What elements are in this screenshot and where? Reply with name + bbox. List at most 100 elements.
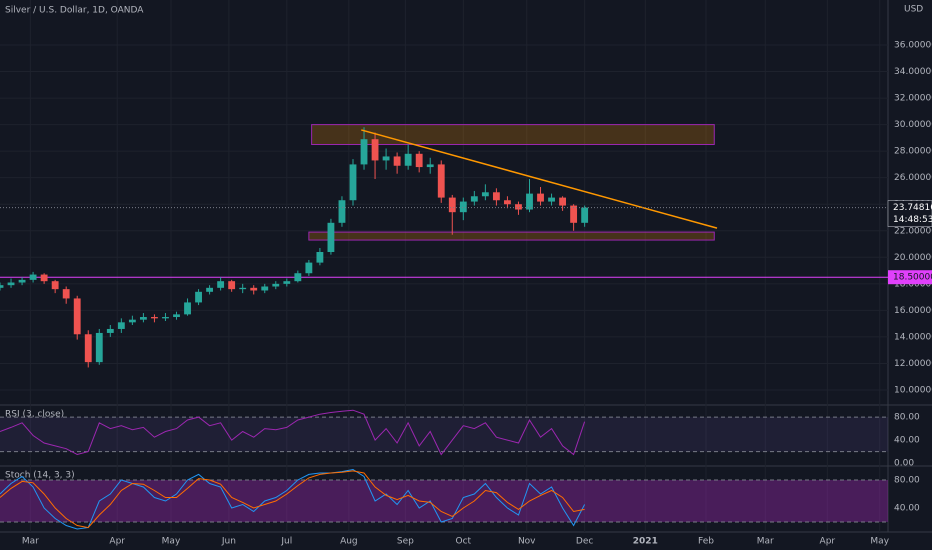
indicator-band: [0, 479, 888, 522]
candle-body: [195, 291, 202, 303]
candle-body: [0, 285, 4, 288]
x-tick-label: Dec: [576, 537, 593, 547]
candle-body: [504, 200, 511, 205]
candle-body: [84, 334, 92, 363]
candle-body: [537, 193, 544, 202]
x-tick-label: Aug: [340, 537, 358, 547]
hline-price-label: 18.50000: [893, 273, 932, 283]
candle-body: [338, 200, 346, 223]
x-tick-label: Apr: [109, 537, 125, 547]
y-tick-label: 18.00000: [894, 279, 932, 289]
candle-body: [382, 156, 390, 161]
candle-body: [228, 281, 236, 290]
y-tick-label: 36.00000: [894, 40, 932, 50]
y-tick-label: 10.00000: [894, 386, 932, 396]
candle-body: [559, 197, 567, 206]
indicator-title: RSI (3, close): [5, 410, 64, 420]
candle-body: [570, 205, 578, 223]
candle-body: [404, 153, 412, 166]
y-tick-label: 16.00000: [894, 306, 932, 316]
x-tick-label: Jun: [221, 537, 236, 547]
x-tick-label: May: [870, 537, 889, 547]
x-tick-label: Jul: [280, 537, 292, 547]
candle-body: [316, 251, 324, 263]
y-tick-label: 80.00: [894, 413, 920, 423]
candle-body: [515, 204, 522, 210]
candle-body: [327, 222, 335, 252]
candle-body: [548, 197, 555, 202]
y-tick-label: 34.00000: [894, 67, 932, 77]
candle-body: [206, 287, 214, 292]
x-tick-label: May: [162, 537, 181, 547]
y-tick-label: 20.00000: [894, 253, 932, 263]
candle-body: [272, 283, 280, 287]
candle-body: [40, 274, 48, 282]
last-price-label: 23.74816: [893, 203, 932, 213]
y-tick-label: 40.00: [894, 503, 920, 513]
candle-body: [95, 332, 103, 363]
hline-price-tag: [888, 270, 932, 285]
last-price-tag: [887, 200, 932, 227]
candle-body: [51, 281, 59, 290]
x-tick-label: Mar: [757, 537, 774, 547]
candle-body: [261, 286, 269, 291]
candle-body: [481, 192, 489, 197]
candle-body: [106, 328, 114, 333]
candle-body: [250, 287, 258, 291]
indicator-line: [0, 468, 586, 530]
candle-body: [173, 314, 180, 318]
indicator-line: [0, 409, 586, 456]
candle-body: [18, 279, 26, 283]
x-tick-label: Apr: [820, 537, 836, 547]
x-tick-label: Feb: [698, 537, 714, 547]
y-tick-label: 14.00000: [894, 332, 932, 342]
x-tick-label: 2021: [633, 537, 658, 547]
candle-body: [459, 201, 467, 213]
candle-body: [581, 207, 589, 223]
x-tick-label: Mar: [22, 537, 39, 547]
chart-title: Silver / U.S. Dollar, 1D, OANDA: [5, 6, 144, 16]
x-tick-label: Oct: [456, 537, 472, 547]
y-tick-label: 32.00000: [894, 94, 932, 104]
y-tick-label: 0.00: [894, 459, 914, 469]
candle-body: [283, 281, 291, 284]
candle-body: [448, 197, 456, 213]
candle-body: [305, 262, 313, 274]
candle-body: [393, 156, 401, 166]
y-tick-label: 80.00: [894, 475, 920, 485]
y-tick-label: 28.00000: [894, 147, 932, 157]
x-tick-label: Sep: [397, 537, 414, 547]
trendline: [361, 129, 718, 229]
y-tick-label: 22.00000: [894, 226, 932, 236]
candle-body: [360, 139, 368, 165]
candle-body: [184, 302, 191, 315]
y-tick-label: 30.00000: [894, 120, 932, 130]
candle-body: [239, 287, 247, 290]
candle-body: [437, 164, 445, 198]
y-tick-label: 12.00000: [894, 359, 932, 369]
candle-body: [162, 317, 169, 319]
y-tick-label: 40.00: [894, 436, 920, 446]
candle-body: [294, 273, 302, 282]
candle-body: [7, 282, 15, 286]
x-tick-label: Nov: [518, 537, 536, 547]
candle-body: [349, 164, 357, 201]
y-axis-label: USD: [904, 5, 923, 15]
indicator-band: [0, 417, 888, 452]
candle-body: [29, 274, 37, 280]
candle-body: [415, 153, 423, 168]
countdown: 14:48:53: [893, 215, 932, 225]
indicator-line: [0, 470, 585, 529]
candle-body: [151, 317, 158, 319]
price-zone: [308, 231, 715, 241]
candle-body: [73, 298, 81, 335]
y-tick-label: 26.00000: [894, 173, 932, 183]
candle-body: [217, 281, 225, 288]
price-zone: [311, 124, 715, 146]
candle-body: [139, 317, 147, 320]
candle-body: [492, 192, 500, 201]
candle-body: [371, 139, 379, 161]
